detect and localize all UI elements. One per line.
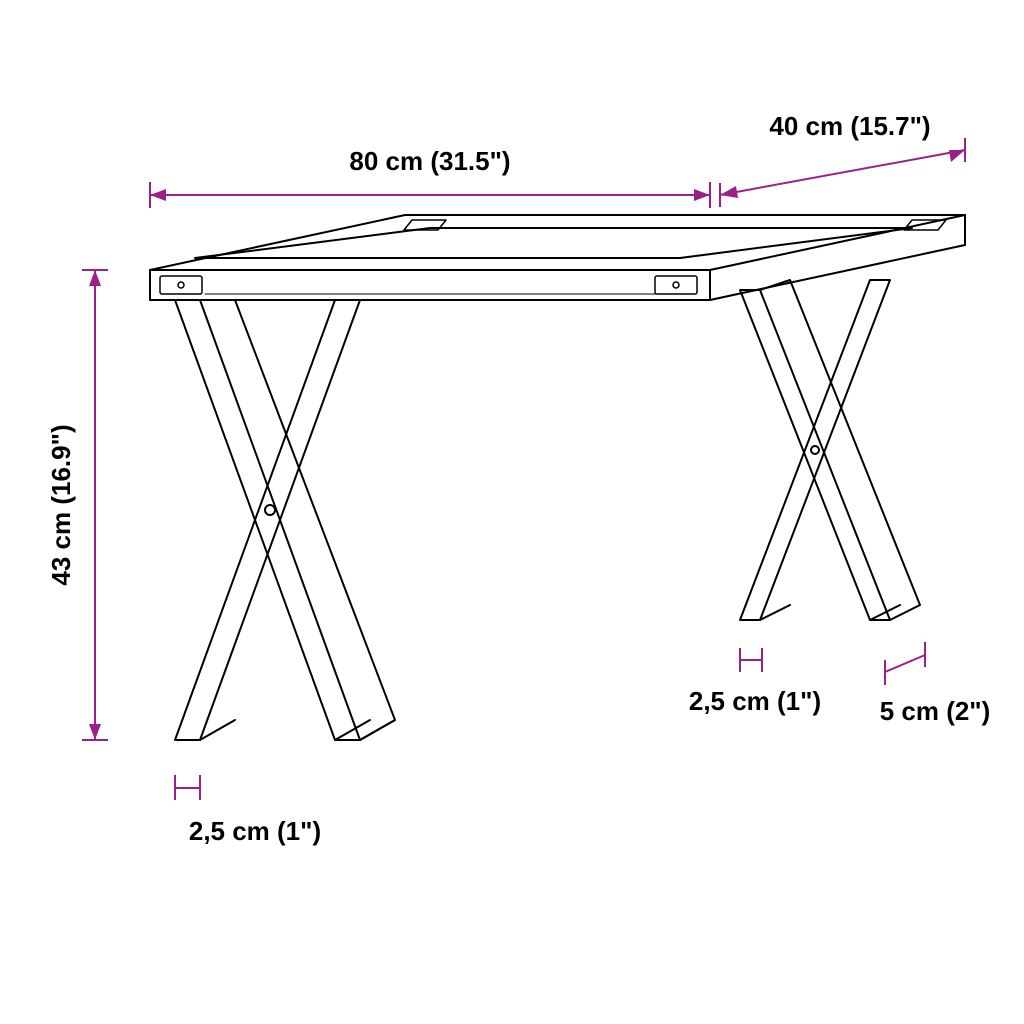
dim-height-label: 43 cm (16.9") xyxy=(46,424,76,585)
right-x-leg xyxy=(740,280,920,620)
dimension-texts: 80 cm (31.5") 40 cm (15.7") 43 cm (16.9"… xyxy=(46,111,990,846)
dim-depth-label: 40 cm (15.7") xyxy=(769,111,930,141)
left-x-leg xyxy=(175,300,395,740)
dim-legw2-label: 2,5 cm (1") xyxy=(689,686,821,716)
dim-width-label: 80 cm (31.5") xyxy=(349,146,510,176)
dim-leg-w1 xyxy=(175,775,200,800)
dim-leg-d xyxy=(885,642,925,685)
table-frame xyxy=(150,215,965,740)
dim-width xyxy=(150,182,710,208)
dim-legw1-label: 2,5 cm (1") xyxy=(189,816,321,846)
dim-depth xyxy=(720,138,965,207)
dim-legd-label: 5 cm (2") xyxy=(880,696,991,726)
dimension-drawing: 80 cm (31.5") 40 cm (15.7") 43 cm (16.9"… xyxy=(0,0,1024,1024)
dim-leg-w2 xyxy=(740,648,762,672)
dim-height xyxy=(82,270,108,740)
